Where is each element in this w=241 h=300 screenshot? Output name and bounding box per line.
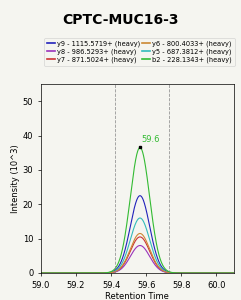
Legend: y9 - 1115.5719+ (heavy), y8 - 986.5293+ (heavy), y7 - 871.5024+ (heavy), y6 - 80: y9 - 1115.5719+ (heavy), y8 - 986.5293+ … (44, 38, 235, 66)
Y-axis label: Intensity (10^3): Intensity (10^3) (11, 144, 20, 213)
X-axis label: Retention Time: Retention Time (105, 292, 169, 300)
Text: 59.6: 59.6 (142, 135, 160, 144)
Text: CPTC-MUC16-3: CPTC-MUC16-3 (62, 14, 179, 28)
